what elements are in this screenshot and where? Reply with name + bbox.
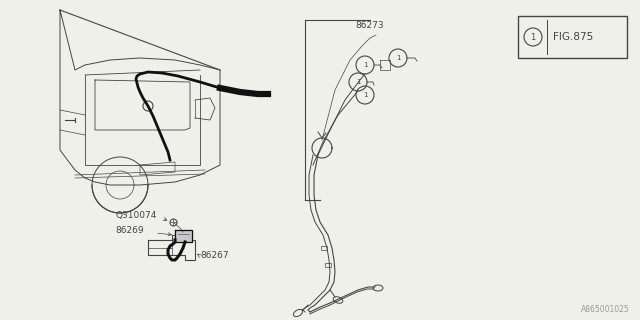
Text: FIG.875: FIG.875 (553, 32, 593, 42)
Text: A865001025: A865001025 (581, 305, 630, 314)
Polygon shape (175, 230, 192, 242)
Text: Q310074: Q310074 (115, 211, 156, 220)
Text: 1: 1 (363, 92, 367, 98)
Text: 86269: 86269 (115, 226, 143, 235)
FancyBboxPatch shape (325, 263, 331, 267)
Text: 1: 1 (363, 62, 367, 68)
Text: 86267: 86267 (200, 251, 228, 260)
Text: 1: 1 (531, 33, 536, 42)
Text: 1: 1 (396, 55, 400, 61)
FancyBboxPatch shape (321, 246, 327, 250)
Text: 86273: 86273 (355, 21, 383, 30)
Text: 1: 1 (356, 79, 360, 85)
